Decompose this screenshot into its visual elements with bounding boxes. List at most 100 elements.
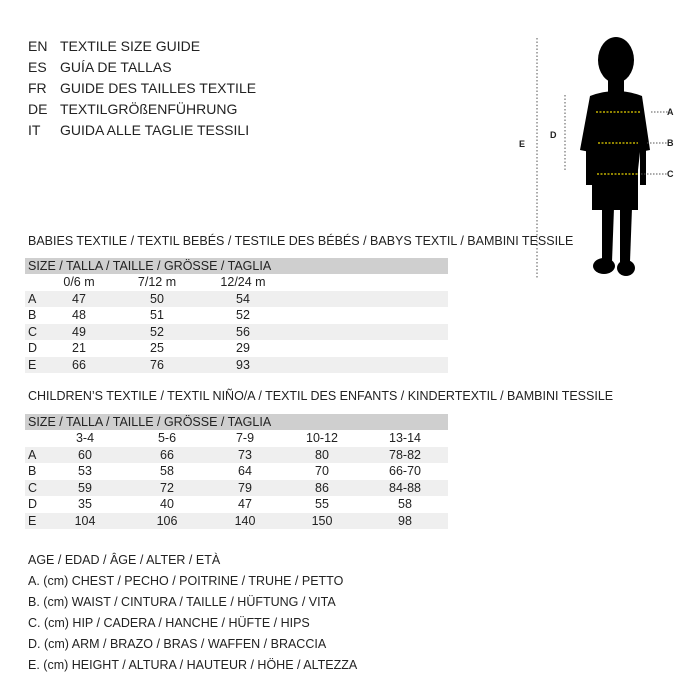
label-b: B — [667, 138, 674, 148]
lang-title: TEXTILGRÖßENFÜHRUNG — [60, 101, 238, 117]
table-cell: 21 — [72, 341, 86, 355]
lang-code: DE — [28, 101, 48, 117]
label-e: E — [519, 139, 526, 149]
legend-hip: C. (cm) HIP / CADERA / HANCHE / HÜFTE / … — [28, 616, 310, 630]
table-cell: 140 — [234, 513, 256, 528]
table-cell: 35 — [78, 497, 92, 511]
lang-en: EN TEXTILE SIZE GUIDE — [28, 38, 200, 54]
row-label: B — [28, 308, 37, 322]
table-row: D 35 40 47 55 58 — [25, 496, 448, 513]
table-cell: 106 — [156, 513, 178, 528]
table-row: E 104 106 140 150 98 — [25, 512, 448, 529]
column-header-row: 3-4 5-6 7-9 10-12 13-14 — [25, 430, 448, 447]
legend-arm: D. (cm) ARM / BRAZO / BRAS / WAFFEN / BR… — [28, 637, 327, 651]
column-header: 10-12 — [306, 431, 338, 445]
table-cell: 25 — [150, 341, 164, 355]
column-header: 5-6 — [157, 431, 177, 445]
column-header: 13-14 — [389, 431, 421, 445]
lang-es: ES GUÍA DE TALLAS — [28, 59, 172, 75]
row-label: A — [28, 447, 37, 462]
table-cell: 60 — [78, 447, 92, 462]
table-row: E 66 76 93 — [25, 356, 448, 373]
column-header: 7-9 — [235, 431, 255, 445]
row-label: B — [28, 464, 37, 478]
table-row: C 59 72 79 86 84-88 — [25, 479, 448, 496]
column-header-row: 0/6 m 7/12 m 12/24 m — [25, 274, 448, 291]
table-cell: 104 — [74, 513, 96, 528]
row-label: E — [28, 513, 37, 528]
row-label: A — [28, 291, 37, 306]
table-cell: 78-82 — [389, 447, 421, 462]
table-cell: 50 — [150, 291, 164, 306]
table-cell: 47 — [238, 497, 252, 511]
lang-title: GUIDA ALLE TAGLIE TESSILI — [60, 122, 250, 138]
table-cell: 76 — [150, 357, 164, 372]
table-header: SIZE / TALLA / TAILLE / GRÖSSE / TAGLIA — [25, 258, 448, 274]
babies-title: BABIES TEXTILE / TEXTIL BEBÉS / TESTILE … — [28, 234, 574, 248]
table-cell: 98 — [398, 513, 412, 528]
lang-title: TEXTILE SIZE GUIDE — [60, 38, 201, 54]
column-header: 0/6 m — [63, 275, 95, 289]
row-label: C — [28, 324, 38, 339]
table-row: A 47 50 54 — [25, 290, 448, 307]
lang-code: IT — [28, 122, 41, 138]
legend-waist: B. (cm) WAIST / CINTURA / TAILLE / HÜFTU… — [28, 595, 336, 609]
table-row: A 60 66 73 80 78-82 — [25, 446, 448, 463]
table-cell: 73 — [238, 447, 252, 462]
row-label: D — [28, 341, 38, 355]
table-cell: 80 — [315, 447, 329, 462]
legend-chest: A. (cm) CHEST / PECHO / POITRINE / TRUHE… — [28, 574, 344, 588]
table-cell: 52 — [236, 308, 250, 322]
table-cell: 66 — [160, 447, 174, 462]
table-cell: 66-70 — [389, 464, 421, 478]
table-cell: 72 — [160, 480, 174, 495]
lang-title: GUIDE DES TAILLES TEXTILE — [60, 80, 257, 96]
table-cell: 70 — [315, 464, 329, 478]
table-row: B 53 58 64 70 66-70 — [25, 463, 448, 480]
label-d: D — [550, 130, 557, 140]
table-cell: 56 — [236, 324, 250, 339]
lang-code: EN — [28, 38, 48, 54]
child-silhouette-icon — [536, 37, 668, 278]
table-cell: 79 — [238, 480, 252, 495]
table-cell: 66 — [72, 357, 86, 372]
table-cell: 55 — [315, 497, 329, 511]
children-size-table: SIZE / TALLA / TAILLE / GRÖSSE / TAGLIA 3… — [25, 414, 448, 529]
column-header: 3-4 — [75, 431, 95, 445]
table-cell: 64 — [238, 464, 252, 478]
table-cell: 29 — [236, 341, 250, 355]
lang-it: IT GUIDA ALLE TAGLIE TESSILI — [28, 122, 249, 138]
legend-height: E. (cm) HEIGHT / ALTURA / HAUTEUR / HÖHE… — [28, 658, 358, 672]
column-header: 7/12 m — [137, 275, 177, 289]
table-cell: 59 — [78, 480, 92, 495]
table-cell: 58 — [398, 497, 412, 511]
table-cell: 84-88 — [389, 480, 421, 495]
legend-age: AGE / EDAD / ÂGE / ALTER / ETÀ — [28, 553, 221, 567]
row-label: E — [28, 357, 37, 372]
table-cell: 150 — [311, 513, 333, 528]
row-label: D — [28, 497, 38, 511]
table-cell: 52 — [150, 324, 164, 339]
column-header: 12/24 m — [220, 275, 266, 289]
table-header: SIZE / TALLA / TAILLE / GRÖSSE / TAGLIA — [25, 414, 448, 430]
table-cell: 51 — [150, 308, 164, 322]
table-cell: 58 — [160, 464, 174, 478]
row-label: C — [28, 480, 38, 495]
table-cell: 40 — [160, 497, 174, 511]
babies-size-table: SIZE / TALLA / TAILLE / GRÖSSE / TAGLIA 0… — [25, 258, 448, 373]
children-title: CHILDREN’S TEXTILE / TEXTIL NIÑO/A / TEX… — [28, 389, 614, 403]
table-cell: 53 — [78, 464, 92, 478]
label-c: C — [667, 169, 674, 179]
table-cell: 93 — [236, 357, 250, 372]
lang-code: FR — [28, 80, 47, 96]
table-row: C 49 52 56 — [25, 323, 448, 340]
table-row: D 21 25 29 — [25, 340, 448, 357]
lang-de: DE TEXTILGRÖßENFÜHRUNG — [28, 101, 237, 117]
table-cell: 54 — [236, 291, 250, 306]
table-cell: 48 — [72, 308, 86, 322]
lang-fr: FR GUIDE DES TAILLES TEXTILE — [28, 80, 256, 96]
label-a: A — [667, 107, 674, 117]
table-row: B 48 51 52 — [25, 307, 448, 324]
lang-code: ES — [28, 59, 47, 75]
table-cell: 86 — [315, 480, 329, 495]
